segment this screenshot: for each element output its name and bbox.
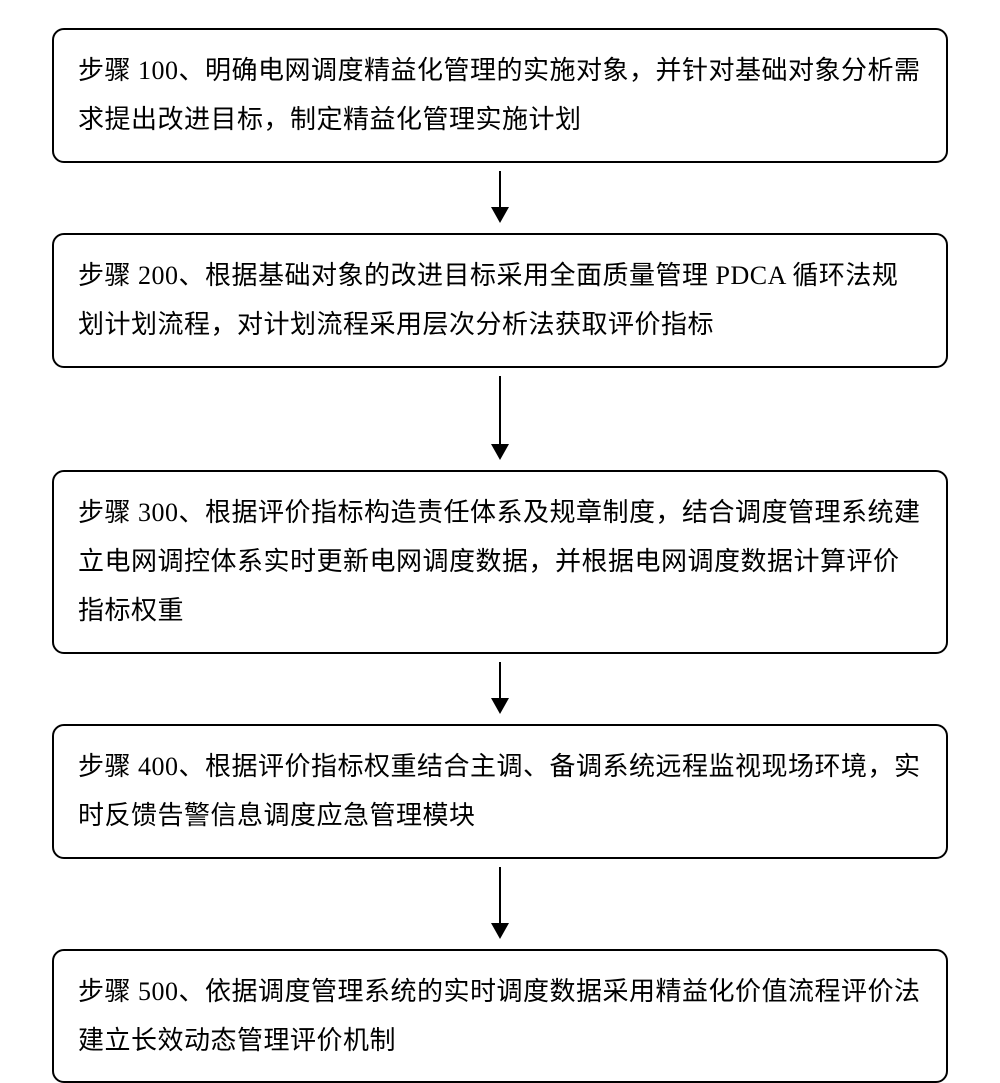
- arrow-head-icon: [491, 207, 509, 223]
- arrow-head-icon: [491, 444, 509, 460]
- step-text: 步骤 300、根据评价指标构造责任体系及规章制度，结合调度管理系统建立电网调控体…: [78, 498, 921, 626]
- arrow-line: [499, 662, 501, 698]
- step-box-400: 步骤 400、根据评价指标权重结合主调、备调系统远程监视现场环境，实时反馈告警信…: [52, 724, 948, 859]
- arrow-head-icon: [491, 923, 509, 939]
- arrow-1: [491, 171, 509, 223]
- arrow-2: [491, 376, 509, 460]
- arrow-line: [499, 376, 501, 444]
- step-box-100: 步骤 100、明确电网调度精益化管理的实施对象，并针对基础对象分析需求提出改进目…: [52, 28, 948, 163]
- arrow-line: [499, 867, 501, 923]
- step-text: 步骤 500、依据调度管理系统的实时调度数据采用精益化价值流程评价法建立长效动态…: [78, 977, 921, 1055]
- step-text: 步骤 200、根据基础对象的改进目标采用全面质量管理 PDCA 循环法规划计划流…: [78, 261, 898, 339]
- step-text: 步骤 100、明确电网调度精益化管理的实施对象，并针对基础对象分析需求提出改进目…: [78, 56, 921, 134]
- step-box-500: 步骤 500、依据调度管理系统的实时调度数据采用精益化价值流程评价法建立长效动态…: [52, 949, 948, 1083]
- flowchart-container: 步骤 100、明确电网调度精益化管理的实施对象，并针对基础对象分析需求提出改进目…: [0, 28, 1000, 1083]
- arrow-4: [491, 867, 509, 939]
- step-box-200: 步骤 200、根据基础对象的改进目标采用全面质量管理 PDCA 循环法规划计划流…: [52, 233, 948, 368]
- arrow-line: [499, 171, 501, 207]
- step-text: 步骤 400、根据评价指标权重结合主调、备调系统远程监视现场环境，实时反馈告警信…: [78, 752, 921, 830]
- arrow-3: [491, 662, 509, 714]
- step-box-300: 步骤 300、根据评价指标构造责任体系及规章制度，结合调度管理系统建立电网调控体…: [52, 470, 948, 654]
- arrow-head-icon: [491, 698, 509, 714]
